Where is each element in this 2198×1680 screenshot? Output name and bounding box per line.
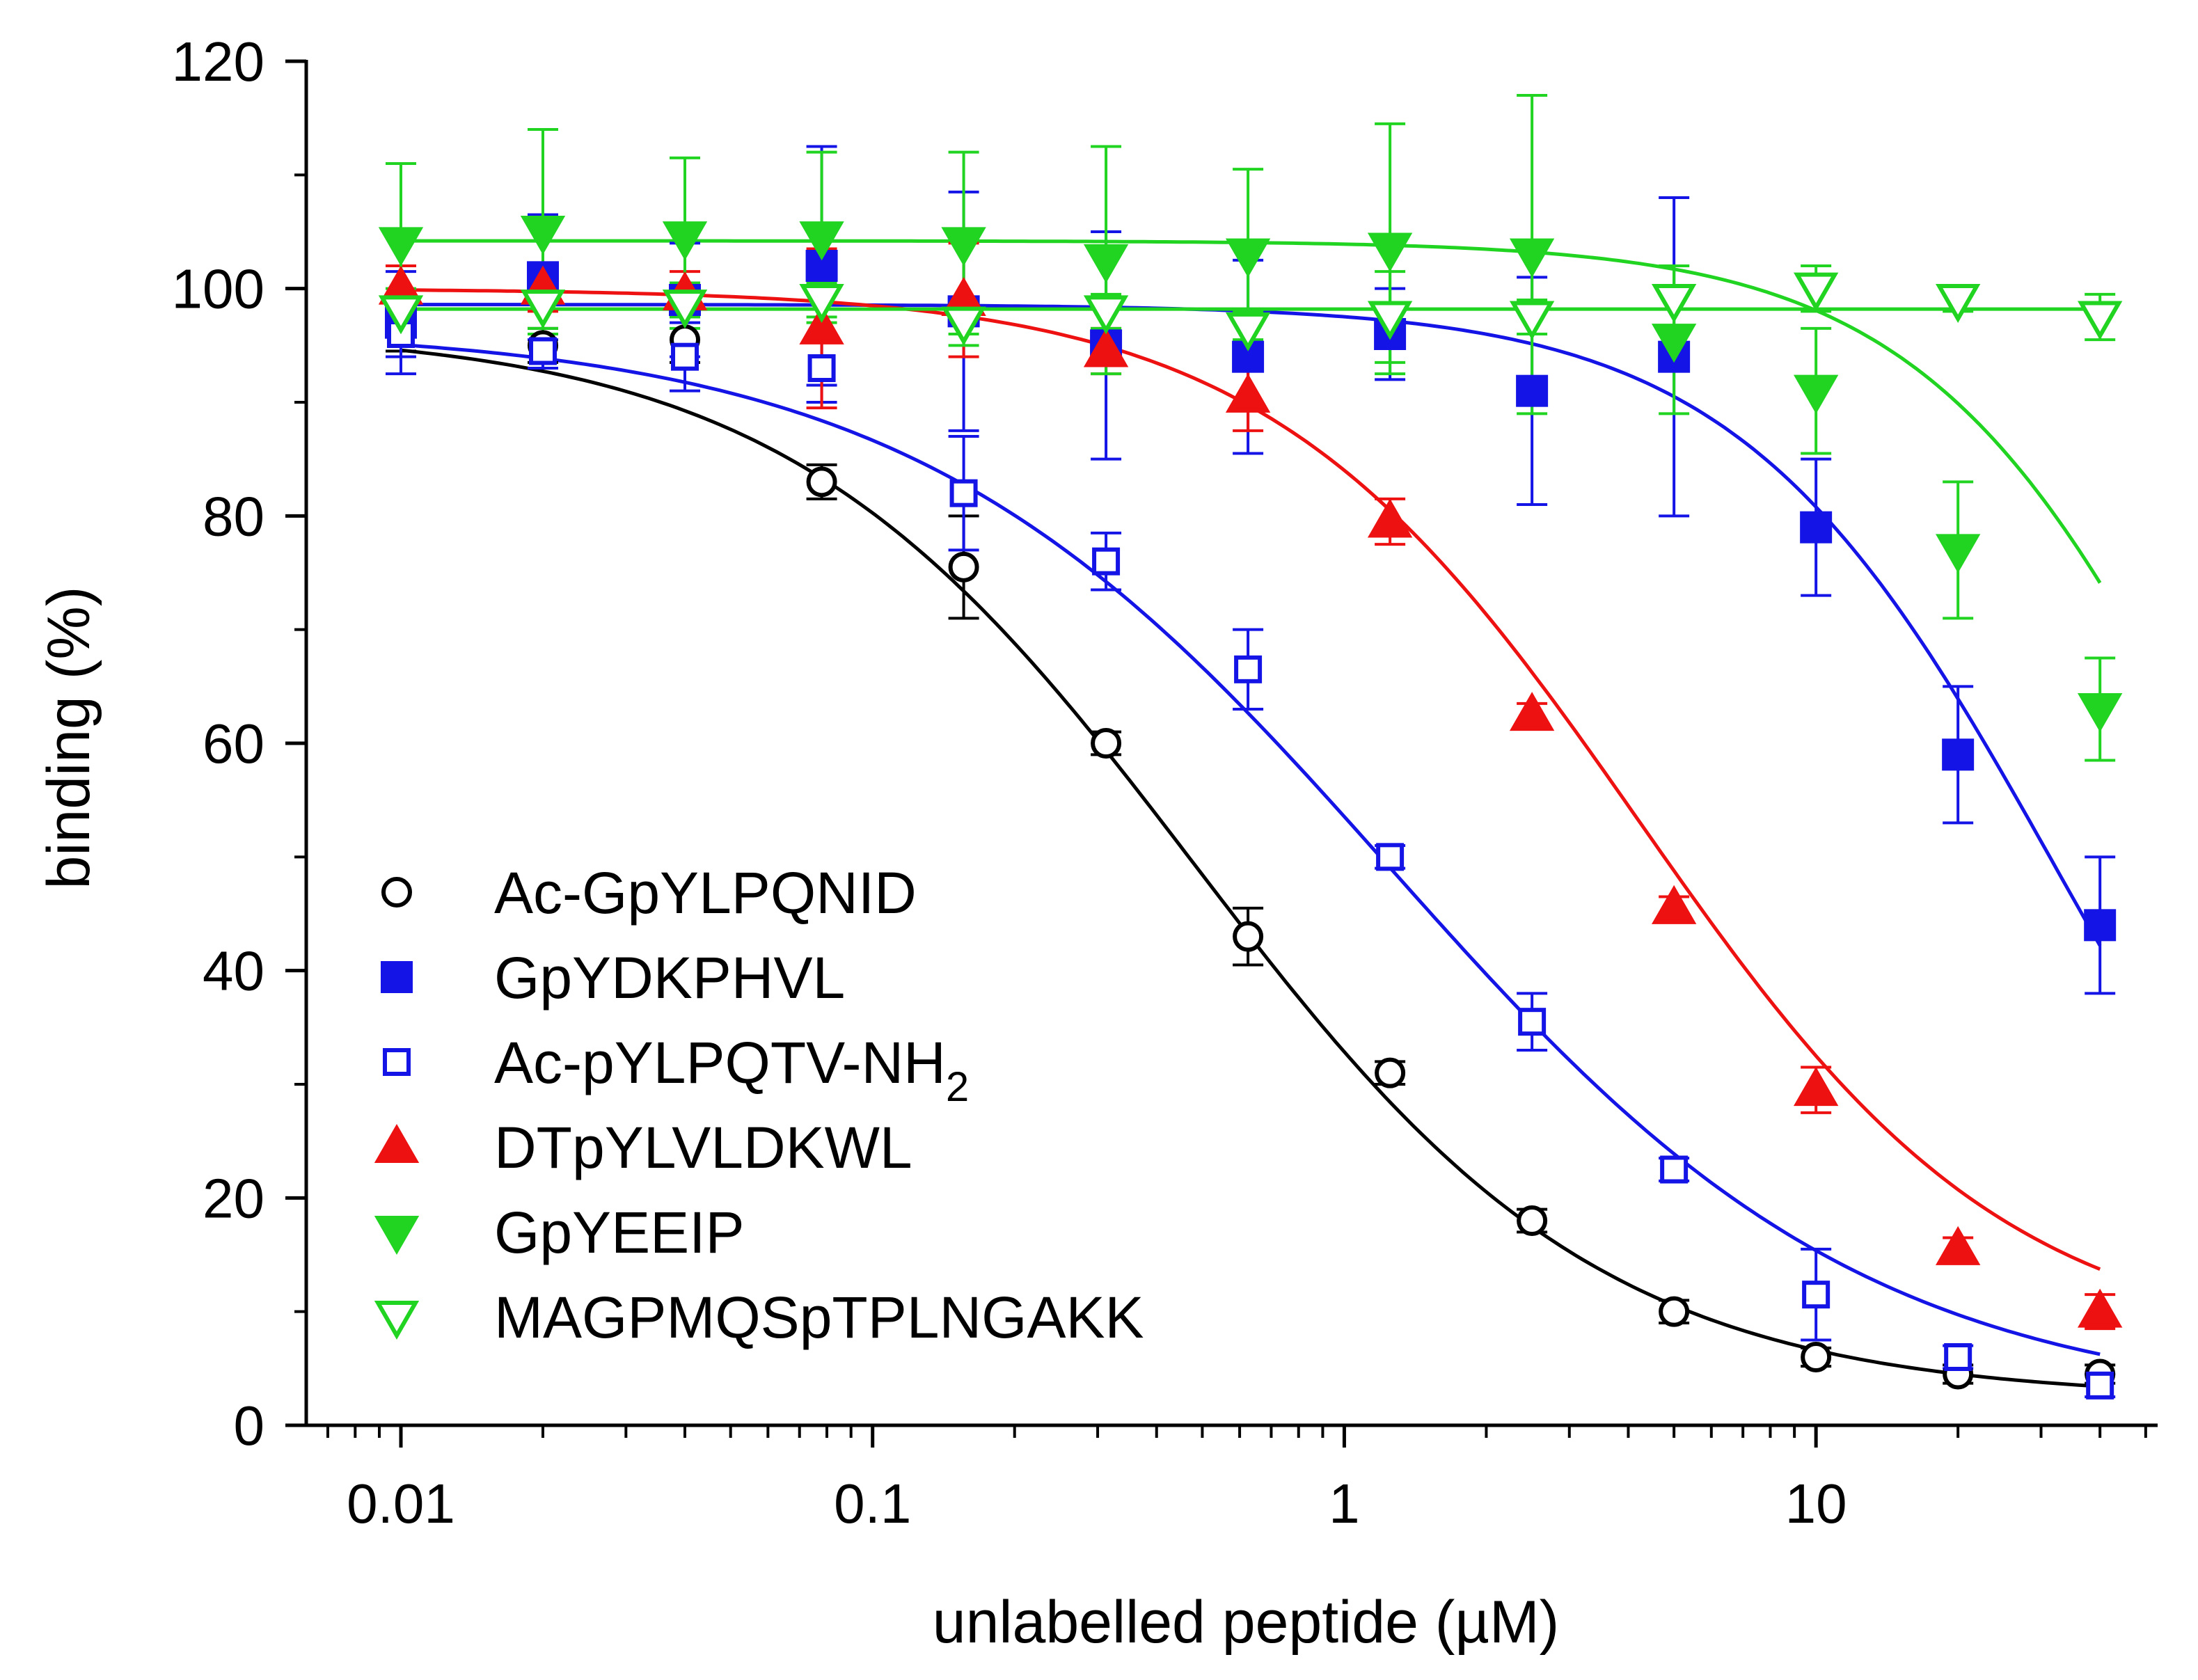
data-point: [520, 290, 566, 329]
data-point: [1083, 295, 1129, 335]
y-tick-label: 80: [203, 485, 264, 547]
data-point: [1233, 921, 1264, 952]
data-point: [1517, 1205, 1548, 1236]
data-point: [1651, 284, 1697, 324]
legend-marker: [381, 877, 412, 908]
y-tick-label: 40: [203, 940, 264, 1002]
data-point: [1793, 272, 1839, 312]
data-point: [1935, 534, 1981, 573]
y-tick-label: 120: [172, 31, 264, 93]
x-tick-label: 10: [1785, 1473, 1847, 1535]
data-point: [1091, 728, 1122, 759]
legend-marker: [383, 1048, 411, 1076]
data-point: [1367, 498, 1413, 538]
x-axis-ticks: 0.01 0.1 1 10: [326, 1425, 2147, 1535]
y-axis-title: binding (%): [35, 587, 102, 889]
legend: Ac-GpYLPQNID GpYDKPHVL Ac-pYLPQTV-NH2DTpYL…: [374, 860, 1144, 1350]
data-point: [671, 342, 699, 371]
data-point: [1509, 692, 1555, 731]
data-point: [1225, 312, 1271, 351]
legend-label: Ac-GpYLPQNID: [494, 860, 917, 926]
data-point: [1800, 511, 1833, 544]
data-point: [799, 284, 844, 324]
data-point: [1793, 374, 1839, 414]
data-point: [1092, 547, 1121, 576]
data-point: [386, 320, 415, 348]
legend-label: MAGPMQSpTPLNGAKK: [494, 1285, 1144, 1350]
data-point: [806, 466, 837, 498]
legend-label: GpYDKPHVL: [494, 945, 845, 1011]
data-point: [1660, 1155, 1689, 1184]
data-point: [807, 354, 836, 382]
legend-marker: [381, 961, 413, 993]
data-point: [1509, 238, 1555, 278]
data-point: [1225, 238, 1271, 278]
data-point: [949, 479, 978, 507]
y-tick-label: 100: [172, 258, 264, 320]
data-point: [1944, 1343, 1972, 1371]
data-point: [2084, 909, 2117, 942]
legend-label-subscript: 2: [946, 1063, 969, 1110]
data-point: [1367, 301, 1413, 340]
x-tick-label: 0.01: [347, 1473, 455, 1535]
data-point: [378, 227, 424, 267]
data-point: [941, 227, 986, 267]
legend-marker: [374, 1123, 420, 1163]
data-point: [2077, 1288, 2123, 1328]
data-point: [1376, 843, 1405, 871]
data-point: [1518, 1008, 1547, 1036]
data-point: [1083, 244, 1129, 283]
data-point: [1651, 324, 1697, 363]
y-tick-label: 20: [203, 1167, 264, 1229]
data-point: [1793, 1067, 1839, 1107]
data-point: [799, 221, 844, 261]
data-point: [1509, 301, 1555, 340]
x-tick-label: 0.1: [834, 1473, 911, 1535]
data-point: [1225, 373, 1271, 413]
data-point: [1942, 738, 1975, 771]
y-tick-label: 0: [234, 1395, 265, 1457]
data-point: [1083, 328, 1129, 367]
data-point: [1935, 284, 1981, 324]
data-point: [520, 216, 566, 255]
y-tick-label: 60: [203, 713, 264, 775]
data-point: [941, 306, 986, 346]
legend-marker: [374, 1301, 420, 1340]
data-point: [948, 551, 979, 583]
data-point: [2077, 693, 2123, 733]
x-axis-title: unlabelled peptide (µM): [933, 1589, 1560, 1656]
data-point: [1234, 655, 1263, 683]
data-point: [2077, 301, 2123, 340]
y-axis-ticks: 0 20 40 60 80 100 120: [172, 31, 306, 1457]
data-point: [1651, 885, 1697, 924]
legend-label: Ac-pYLPQTV-NH2: [494, 1030, 969, 1110]
legend-label: DTpYLVLDKWL: [494, 1115, 912, 1180]
data-point: [1935, 1226, 1981, 1265]
data-point: [662, 221, 708, 261]
data-point: [1375, 1057, 1406, 1088]
data-point: [1802, 1281, 1831, 1309]
data-point: [662, 290, 708, 329]
data-point: [1516, 374, 1549, 407]
data-point: [378, 295, 424, 335]
data-points: [378, 216, 2123, 1400]
legend-marker: [374, 1216, 420, 1255]
legend-label: GpYEEIP: [494, 1200, 745, 1265]
data-point: [529, 337, 558, 365]
x-tick-label: 1: [1329, 1473, 1360, 1535]
data-point: [1659, 1296, 1690, 1327]
data-point: [1367, 232, 1413, 272]
data-point: [1801, 1342, 1832, 1372]
data-point: [799, 305, 844, 344]
data-point: [2086, 1371, 2114, 1400]
